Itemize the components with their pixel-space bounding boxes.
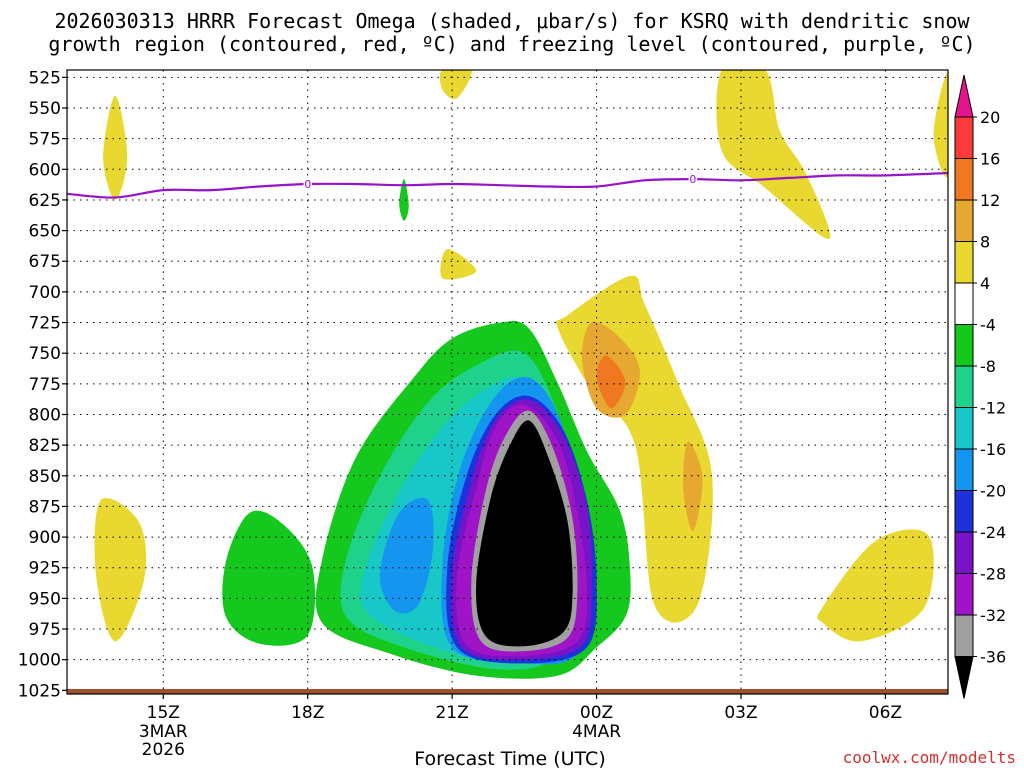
y-tick-label-800: 800 <box>29 405 61 425</box>
colorbar-label--12: -12 <box>980 399 1006 418</box>
title-line-1: 2026030313 HRRR Forecast Omega (shaded, … <box>54 9 970 33</box>
omega-pos-4-h <box>817 529 934 642</box>
y-tick-label-925: 925 <box>29 559 61 579</box>
credit-text: coolwx.com/modelts <box>843 748 1016 767</box>
colorbar-label-20: 20 <box>980 108 1000 127</box>
y-tick-label-675: 675 <box>29 252 61 272</box>
colorbar-bin--28-to--24 <box>954 531 974 574</box>
y-tick-label-850: 850 <box>29 467 61 487</box>
y-tick-label-700: 700 <box>29 283 61 303</box>
omega-pos-12-a <box>596 355 626 409</box>
colorbar-over-arrow <box>954 74 974 118</box>
colorbar-bin--16-to--12 <box>954 407 974 450</box>
omega-neg-4-b <box>222 510 316 646</box>
x-tick-label-15Z: 15Z <box>147 703 180 723</box>
freezing-level-label-1: 0 <box>304 178 311 191</box>
omega-pos-4-b <box>439 70 472 99</box>
colorbar-label--8: -8 <box>980 357 996 376</box>
surface-strip <box>67 689 948 694</box>
y-tick-label-825: 825 <box>29 436 61 456</box>
colorbar-bin--24-to--20 <box>954 490 974 533</box>
colorbar-label--4: -4 <box>980 316 996 335</box>
y-tick-label-1025: 1025 <box>18 681 61 701</box>
y-tick-label-750: 750 <box>29 344 61 364</box>
y-tick-label-550: 550 <box>29 99 61 119</box>
freezing-level-line <box>67 171 948 199</box>
y-tick-label-1000: 1000 <box>18 651 61 671</box>
freezing-level-label-2: 0 <box>689 173 696 186</box>
x-tick-label-00Z: 00Z <box>580 703 613 723</box>
omega-pos-4-g <box>94 498 147 642</box>
y-tick-label-975: 975 <box>29 620 61 640</box>
colorbar-label-4: 4 <box>980 274 990 293</box>
colorbar-bin-16-to-20 <box>954 116 974 159</box>
x-tick-label-03Z: 03Z <box>724 703 757 723</box>
x-tick-label-06Z: 06Z <box>869 703 902 723</box>
y-tick-label-575: 575 <box>29 130 61 150</box>
colorbar-under-arrow <box>954 656 974 699</box>
x-tick-sublabel-date-15Z: 3MAR <box>139 722 188 742</box>
colorbar-label--20: -20 <box>980 482 1006 501</box>
x-axis-title: Forecast Time (UTC) <box>414 748 605 768</box>
colorbar-bin--32-to--28 <box>954 573 974 616</box>
omega-pos-4-a <box>103 95 128 200</box>
y-tick-label-625: 625 <box>29 191 61 211</box>
colorbar-label--16: -16 <box>980 440 1006 459</box>
colorbar-label--28: -28 <box>980 565 1006 584</box>
omega-neg-4-a <box>399 179 409 221</box>
plot-area <box>94 70 948 679</box>
y-tick-label-775: 775 <box>29 375 61 395</box>
x-tick-label-21Z: 21Z <box>435 703 468 723</box>
colorbar-label-12: 12 <box>980 191 1000 210</box>
colorbar-bin--36-to--32 <box>954 614 974 657</box>
y-tick-label-950: 950 <box>29 589 61 609</box>
omega-neg-16-a <box>379 497 434 614</box>
plot-frame <box>66 69 949 695</box>
y-tick-label-650: 650 <box>29 222 61 242</box>
y-tick-label-525: 525 <box>29 68 61 88</box>
y-tick-label-600: 600 <box>29 160 61 180</box>
omega-pos-8-b <box>683 441 703 532</box>
y-tick-label-725: 725 <box>29 314 61 334</box>
y-tick-label-875: 875 <box>29 497 61 517</box>
gridlines <box>67 70 948 694</box>
x-tick-sublabel-year-15Z: 2026 <box>142 740 185 760</box>
omega-neg-36-a <box>476 420 573 647</box>
colorbar-bin--20-to--16 <box>954 448 974 491</box>
omega-pos-4-c <box>440 248 477 280</box>
colorbar-label--24: -24 <box>980 523 1006 542</box>
title-line-2: growth region (contoured, red, ºC) and f… <box>48 32 975 56</box>
colorbar-label-8: 8 <box>980 233 990 252</box>
colorbar-bin-8-to-12 <box>954 199 974 242</box>
colorbar-bin--8-to--4 <box>954 324 974 367</box>
colorbar: 20 16 12 8 4 -4 -8 -12 -16 -20 -24 -28 -32 -36 <box>954 74 1006 699</box>
colorbar-label-16: 16 <box>980 150 1000 169</box>
x-tick-label-18Z: 18Z <box>291 703 324 723</box>
y-tick-label-900: 900 <box>29 528 61 548</box>
colorbar-label--32: -32 <box>980 606 1006 625</box>
colorbar-bin--12-to--8 <box>954 365 974 408</box>
x-tick-sublabel-date-00Z: 4MAR <box>572 722 621 742</box>
colorbar-label--36: -36 <box>980 648 1006 667</box>
omega-pos-4-d <box>716 70 831 239</box>
colorbar-bin-12-to-16 <box>954 158 974 201</box>
colorbar-bin--4-to-4 <box>954 282 974 325</box>
chart-title: 2026030313 HRRR Forecast Omega (shaded, … <box>48 9 975 56</box>
colorbar-bin-4-to-8 <box>954 241 974 284</box>
y-axis: 525 550 575 600 625 650 675 700 725 750 775 800 825 8… <box>18 68 67 701</box>
omega-pos-4-e <box>933 73 948 178</box>
